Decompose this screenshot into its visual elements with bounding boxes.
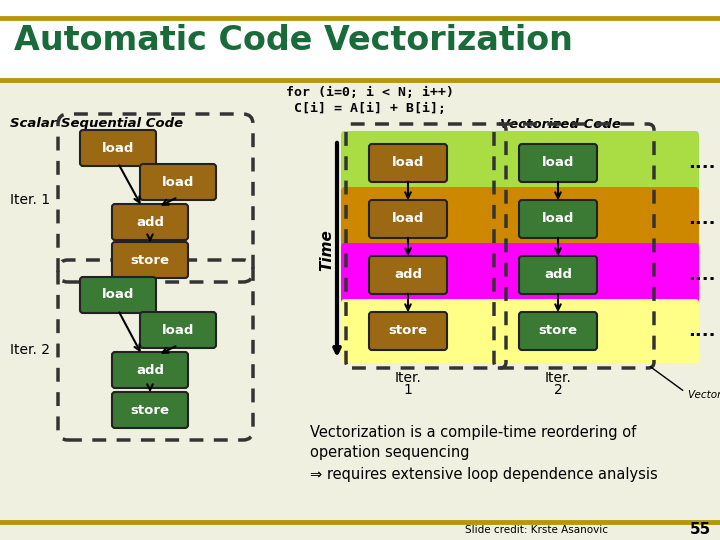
- FancyBboxPatch shape: [112, 352, 188, 388]
- Text: operation sequencing: operation sequencing: [310, 446, 469, 461]
- FancyBboxPatch shape: [112, 242, 188, 278]
- Text: Vector Instruction: Vector Instruction: [688, 390, 720, 400]
- Text: Iter. 1: Iter. 1: [10, 193, 50, 207]
- FancyBboxPatch shape: [519, 256, 597, 294]
- Text: 1: 1: [404, 383, 413, 397]
- Text: load: load: [102, 288, 134, 301]
- Text: load: load: [542, 213, 574, 226]
- FancyBboxPatch shape: [341, 243, 699, 307]
- Text: load: load: [542, 157, 574, 170]
- FancyBboxPatch shape: [519, 200, 597, 238]
- Text: load: load: [102, 141, 134, 154]
- Text: load: load: [392, 213, 424, 226]
- Text: store: store: [130, 253, 169, 267]
- Text: add: add: [544, 268, 572, 281]
- Text: Time: Time: [320, 229, 335, 271]
- Text: add: add: [136, 363, 164, 376]
- Text: ....: ....: [688, 154, 716, 172]
- Text: for (i=0; i < N; i++): for (i=0; i < N; i++): [286, 86, 454, 99]
- Text: 55: 55: [689, 523, 711, 537]
- Text: add: add: [136, 215, 164, 228]
- FancyBboxPatch shape: [369, 256, 447, 294]
- FancyBboxPatch shape: [341, 187, 699, 251]
- Text: ....: ....: [688, 322, 716, 340]
- Text: Slide credit: Krste Asanovic: Slide credit: Krste Asanovic: [465, 525, 608, 535]
- Text: 2: 2: [554, 383, 562, 397]
- Text: store: store: [389, 325, 428, 338]
- Text: load: load: [162, 176, 194, 188]
- FancyBboxPatch shape: [341, 299, 699, 363]
- Text: Iter.: Iter.: [395, 371, 421, 385]
- Text: add: add: [394, 268, 422, 281]
- Text: ....: ....: [688, 266, 716, 284]
- FancyBboxPatch shape: [140, 164, 216, 200]
- FancyBboxPatch shape: [80, 277, 156, 313]
- Text: Vectorized Code: Vectorized Code: [500, 118, 621, 131]
- Text: Automatic Code Vectorization: Automatic Code Vectorization: [14, 24, 573, 57]
- Text: Vectorization is a compile-time reordering of: Vectorization is a compile-time reorderi…: [310, 426, 636, 441]
- Text: Iter.: Iter.: [544, 371, 572, 385]
- Text: C[i] = A[i] + B[i];: C[i] = A[i] + B[i];: [294, 102, 446, 114]
- Text: load: load: [162, 323, 194, 336]
- FancyBboxPatch shape: [519, 144, 597, 182]
- Text: store: store: [130, 403, 169, 416]
- Text: Scalar Sequential Code: Scalar Sequential Code: [10, 118, 183, 131]
- FancyBboxPatch shape: [369, 144, 447, 182]
- FancyBboxPatch shape: [112, 392, 188, 428]
- FancyBboxPatch shape: [369, 312, 447, 350]
- FancyBboxPatch shape: [341, 131, 699, 195]
- Text: ....: ....: [688, 210, 716, 228]
- FancyBboxPatch shape: [369, 200, 447, 238]
- FancyBboxPatch shape: [519, 312, 597, 350]
- Text: load: load: [392, 157, 424, 170]
- Text: store: store: [539, 325, 577, 338]
- Bar: [0, 0, 720, 80]
- FancyBboxPatch shape: [80, 130, 156, 166]
- FancyBboxPatch shape: [112, 204, 188, 240]
- Text: Iter. 2: Iter. 2: [10, 343, 50, 357]
- Text: ⇒ requires extensive loop dependence analysis: ⇒ requires extensive loop dependence ana…: [310, 468, 658, 483]
- FancyBboxPatch shape: [140, 312, 216, 348]
